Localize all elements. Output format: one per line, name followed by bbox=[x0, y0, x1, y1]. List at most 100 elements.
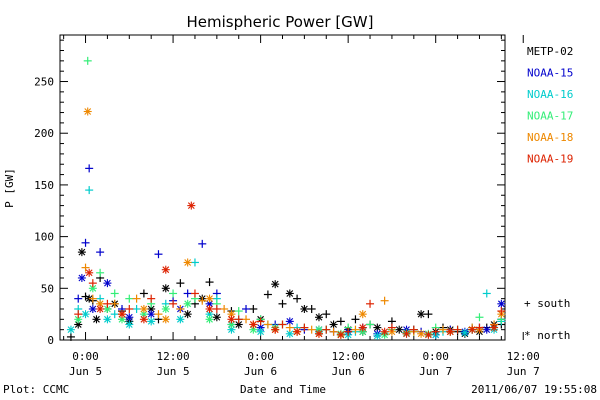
north-point bbox=[402, 329, 411, 338]
north-point bbox=[205, 294, 214, 303]
south-point bbox=[169, 299, 178, 308]
south-point bbox=[176, 279, 185, 288]
south-point bbox=[96, 248, 105, 257]
north-point bbox=[373, 331, 382, 340]
series-legend: METP-02 NOAA-15 NOAA-16 NOAA-17 NOAA-18 NOAA-… bbox=[524, 45, 573, 342]
south-point bbox=[205, 278, 214, 287]
north-point bbox=[336, 330, 345, 339]
y-tick-label: 0 bbox=[47, 334, 54, 347]
north-point bbox=[380, 327, 389, 336]
south-point bbox=[85, 186, 94, 195]
south-point bbox=[263, 320, 272, 329]
y-tick-label: 50 bbox=[41, 282, 54, 295]
north-point bbox=[85, 268, 94, 277]
south-point bbox=[336, 317, 345, 326]
legend-entry: NOAA-15 bbox=[527, 67, 573, 80]
north-point bbox=[271, 325, 280, 334]
south-point bbox=[431, 327, 440, 336]
north-point bbox=[103, 279, 112, 288]
south-point bbox=[322, 325, 331, 334]
north-point bbox=[417, 329, 426, 338]
south-point bbox=[103, 299, 112, 308]
south-point bbox=[409, 325, 418, 334]
y-tick-label: 200 bbox=[34, 127, 54, 140]
north-point bbox=[103, 315, 112, 324]
north-point bbox=[161, 315, 170, 324]
y-tick-label: 250 bbox=[34, 76, 54, 89]
south-point bbox=[366, 320, 375, 329]
x-tick-time: 0:00 bbox=[72, 350, 99, 363]
legend-entry: NOAA-18 bbox=[527, 131, 573, 144]
south-point bbox=[475, 313, 484, 322]
south-point bbox=[263, 290, 272, 299]
south-point bbox=[344, 327, 353, 336]
north-point bbox=[285, 317, 294, 326]
south-point bbox=[88, 294, 97, 303]
north-point bbox=[497, 299, 506, 308]
x-tick-date: Jun 5 bbox=[157, 365, 190, 378]
x-tick-date: Jun 7 bbox=[507, 365, 540, 378]
y-tick-label: 150 bbox=[34, 179, 54, 192]
south-point bbox=[256, 317, 265, 326]
marker-legend-north: * north bbox=[524, 329, 570, 342]
north-point bbox=[468, 325, 477, 334]
x-tick-date: Jun 5 bbox=[69, 365, 102, 378]
south-point bbox=[110, 289, 119, 298]
south-point bbox=[110, 299, 119, 308]
south-point bbox=[183, 289, 192, 298]
axes-ticks: 0 50 100 150 200 250 0:00 Jun 5 12:00 Jun 5 0:00 Ju… bbox=[34, 35, 540, 378]
south-point bbox=[234, 307, 243, 316]
south-point bbox=[139, 289, 148, 298]
north-point bbox=[125, 313, 134, 322]
north-point bbox=[256, 327, 265, 336]
north-point bbox=[183, 299, 192, 308]
north-point bbox=[300, 304, 309, 313]
north-point bbox=[66, 325, 75, 334]
south-point bbox=[74, 294, 83, 303]
south-point bbox=[278, 299, 287, 308]
plot-frame bbox=[59, 34, 506, 341]
south-point bbox=[147, 294, 156, 303]
x-tick-date: Jun 6 bbox=[332, 365, 365, 378]
north-point bbox=[77, 273, 86, 282]
south-point bbox=[110, 310, 119, 319]
south-point bbox=[154, 310, 163, 319]
north-point bbox=[482, 325, 491, 334]
north-point bbox=[227, 315, 236, 324]
south-point bbox=[190, 258, 199, 267]
south-point bbox=[234, 315, 243, 324]
south-point bbox=[198, 239, 207, 248]
north-point bbox=[88, 304, 97, 313]
south-point bbox=[169, 289, 178, 298]
south-point bbox=[74, 310, 83, 319]
north-point bbox=[424, 330, 433, 339]
south-point bbox=[81, 238, 90, 247]
legend-entry: NOAA-16 bbox=[527, 88, 573, 101]
south-point bbox=[497, 307, 506, 316]
north-point bbox=[96, 304, 105, 313]
north-point bbox=[271, 280, 280, 289]
south-point bbox=[351, 315, 360, 324]
x-tick-date: Jun 6 bbox=[244, 365, 277, 378]
south-point bbox=[242, 304, 251, 313]
north-point bbox=[125, 320, 134, 329]
north-point bbox=[83, 107, 92, 116]
north-point bbox=[358, 323, 367, 332]
north-point bbox=[92, 315, 101, 324]
south-point bbox=[322, 310, 331, 319]
south-point bbox=[176, 304, 185, 313]
north-point bbox=[147, 317, 156, 326]
legend-entry: NOAA-19 bbox=[527, 153, 573, 166]
south-point bbox=[198, 296, 207, 305]
south-point bbox=[242, 315, 251, 324]
chart-title: Hemispheric Power [GW] bbox=[187, 13, 374, 31]
north-point bbox=[460, 328, 469, 337]
south-point bbox=[307, 325, 316, 334]
y-tick-label: 100 bbox=[34, 231, 54, 244]
south-point bbox=[132, 304, 141, 313]
north-point bbox=[293, 327, 302, 336]
north-point bbox=[285, 289, 294, 298]
south-point bbox=[125, 294, 134, 303]
south-point bbox=[351, 325, 360, 334]
